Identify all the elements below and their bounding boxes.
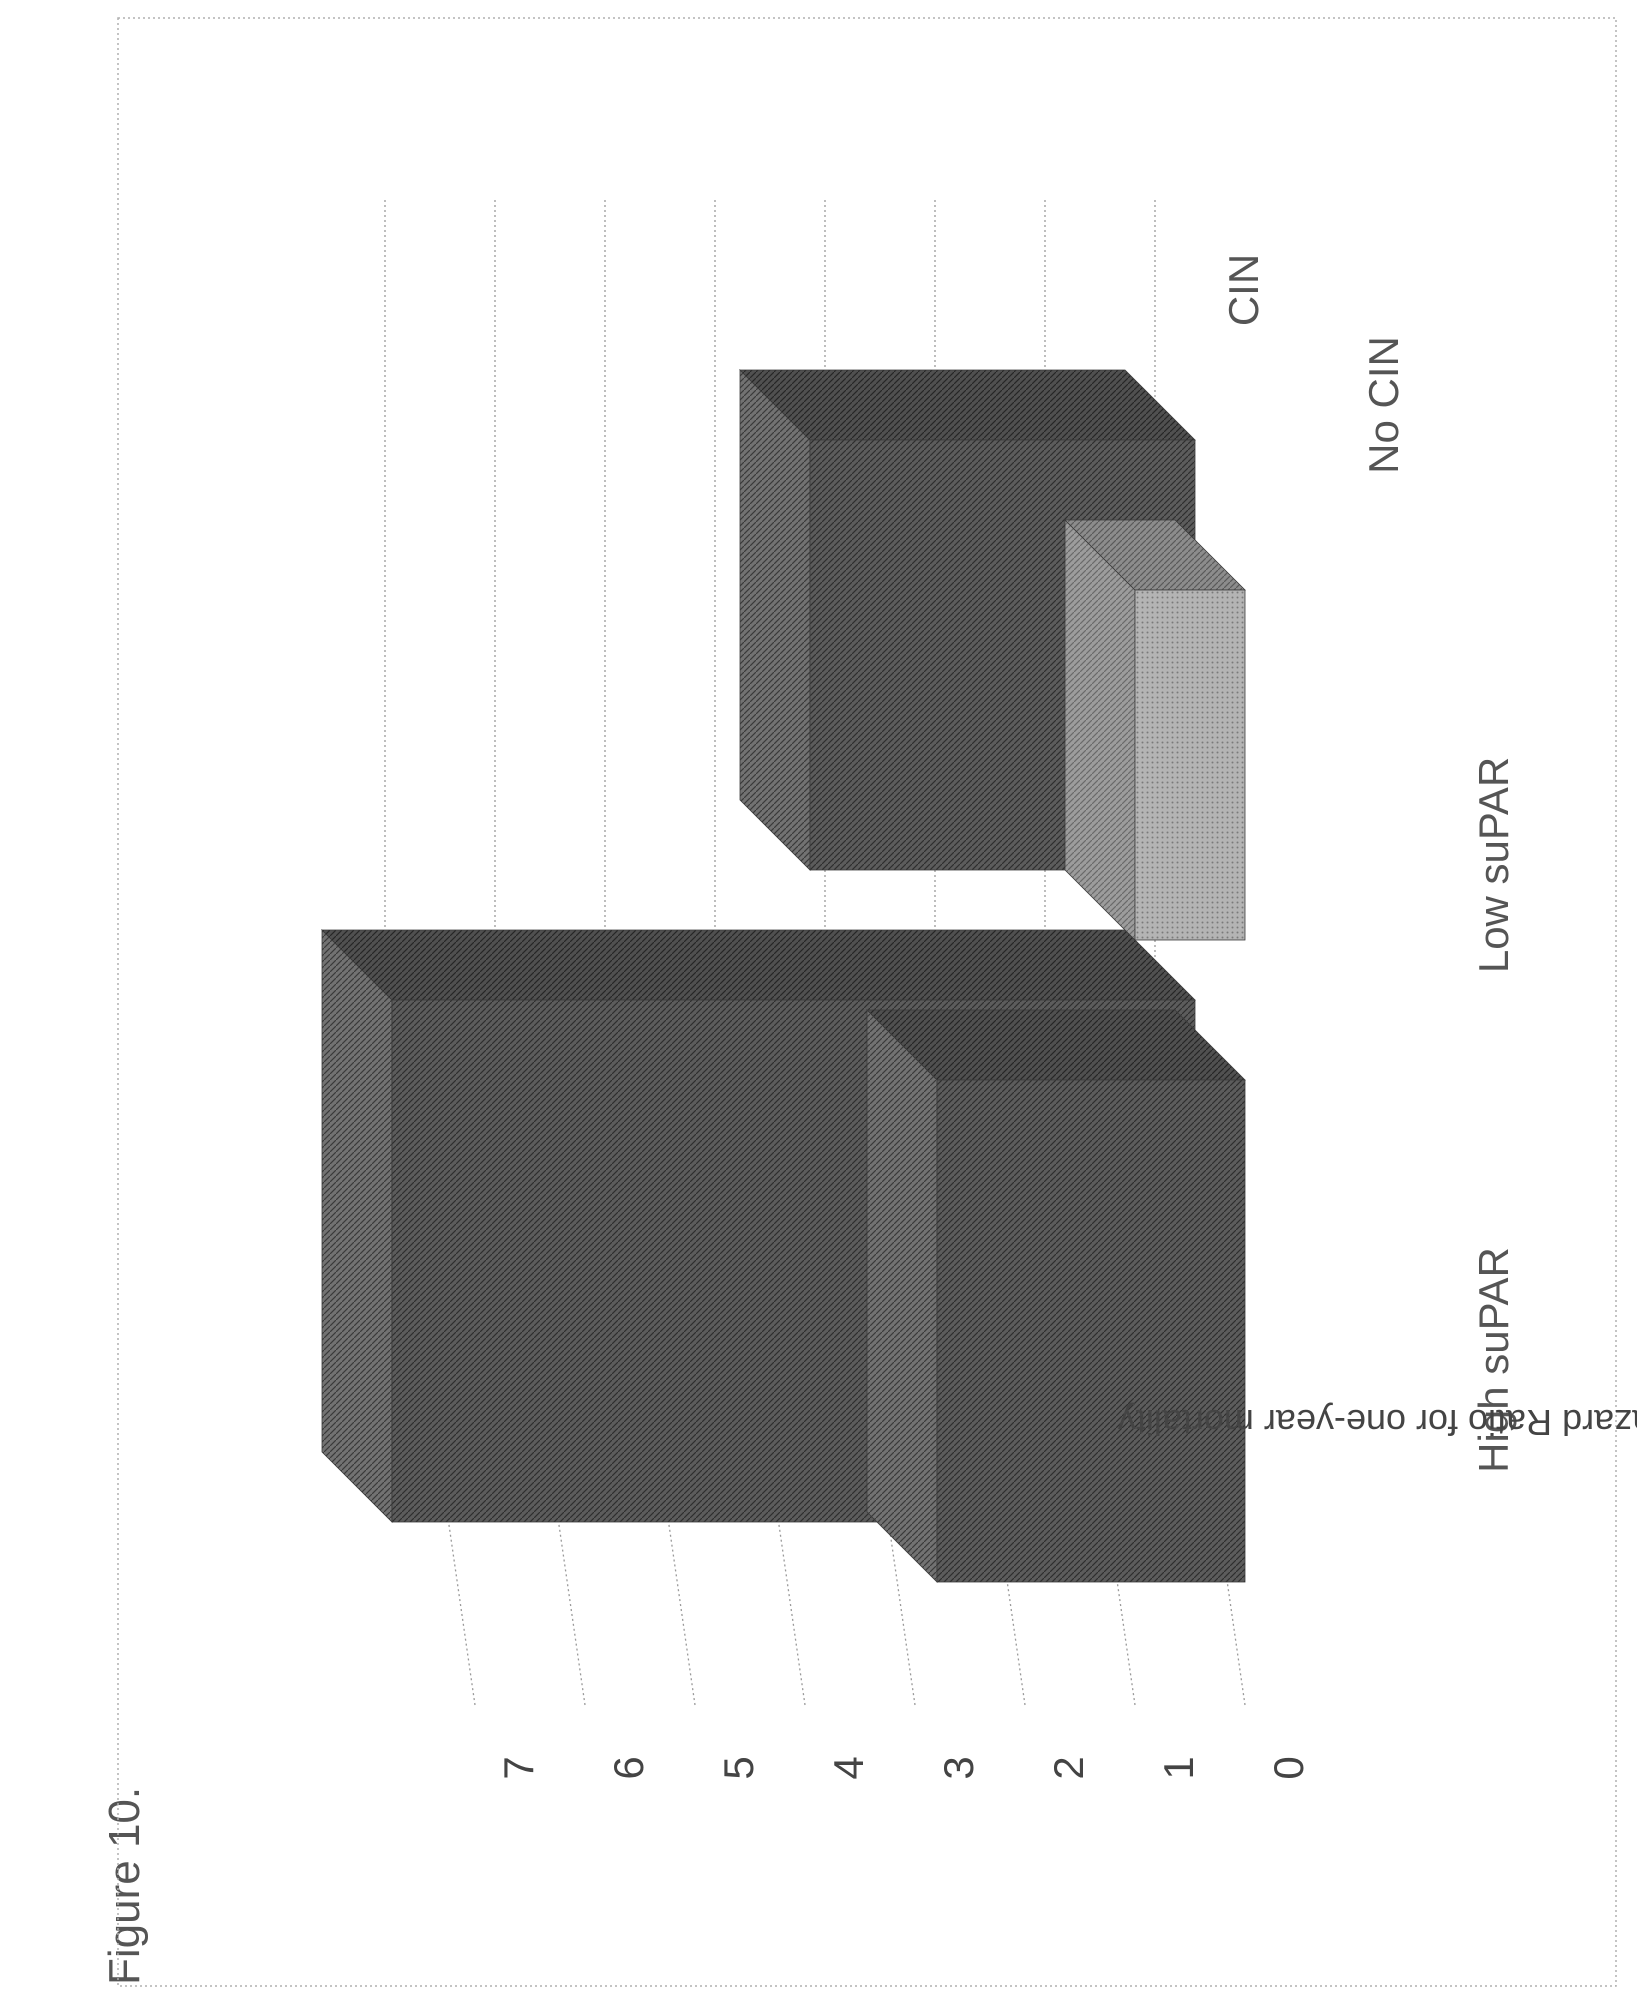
category-label: High suPAR [1470,1247,1517,1473]
y-axis-title: Hazard Ratio for one-year mortality [1118,1402,1637,1443]
y-tick-label: 6 [605,1756,652,1779]
y-tick-label: 4 [825,1756,872,1779]
y-tick-labels: 0 1 2 3 4 5 6 7 [495,1756,1312,1779]
bars [321,369,1246,1583]
bar-low-supar-no-cin-top-face [1064,519,1136,941]
bar-high-supar-no-cin-top-face [866,1009,938,1583]
category-labels: High suPAR Low suPAR [1470,757,1517,1473]
legend: CIN No CIN [1220,254,1407,474]
legend-entry: CIN [1220,254,1267,326]
bar-low-supar-cin-side-face [739,369,1196,441]
y-tick-label: 0 [1265,1756,1312,1779]
bar-high-supar-cin-side-face [321,929,1196,1001]
bar-low-supar-no-cin [1064,519,1246,941]
y-tick-label: 2 [1045,1756,1092,1779]
plot-frame [117,17,1617,1987]
bar-low-supar-cin-top-face [739,369,811,871]
bar-high-supar-cin-top-face [321,929,393,1523]
y-tick-label: 3 [935,1756,982,1779]
bar-high-supar-no-cin [866,1009,1246,1583]
y-tick-label: 7 [495,1756,542,1779]
category-label: Low suPAR [1470,757,1517,973]
y-tick-label: 5 [715,1756,762,1779]
y-tick-label: 1 [1155,1756,1202,1779]
bar-high-supar-no-cin-front-face [936,1079,1246,1583]
bar-low-supar-no-cin-front-face [1134,589,1246,941]
legend-entry: No CIN [1360,336,1407,474]
